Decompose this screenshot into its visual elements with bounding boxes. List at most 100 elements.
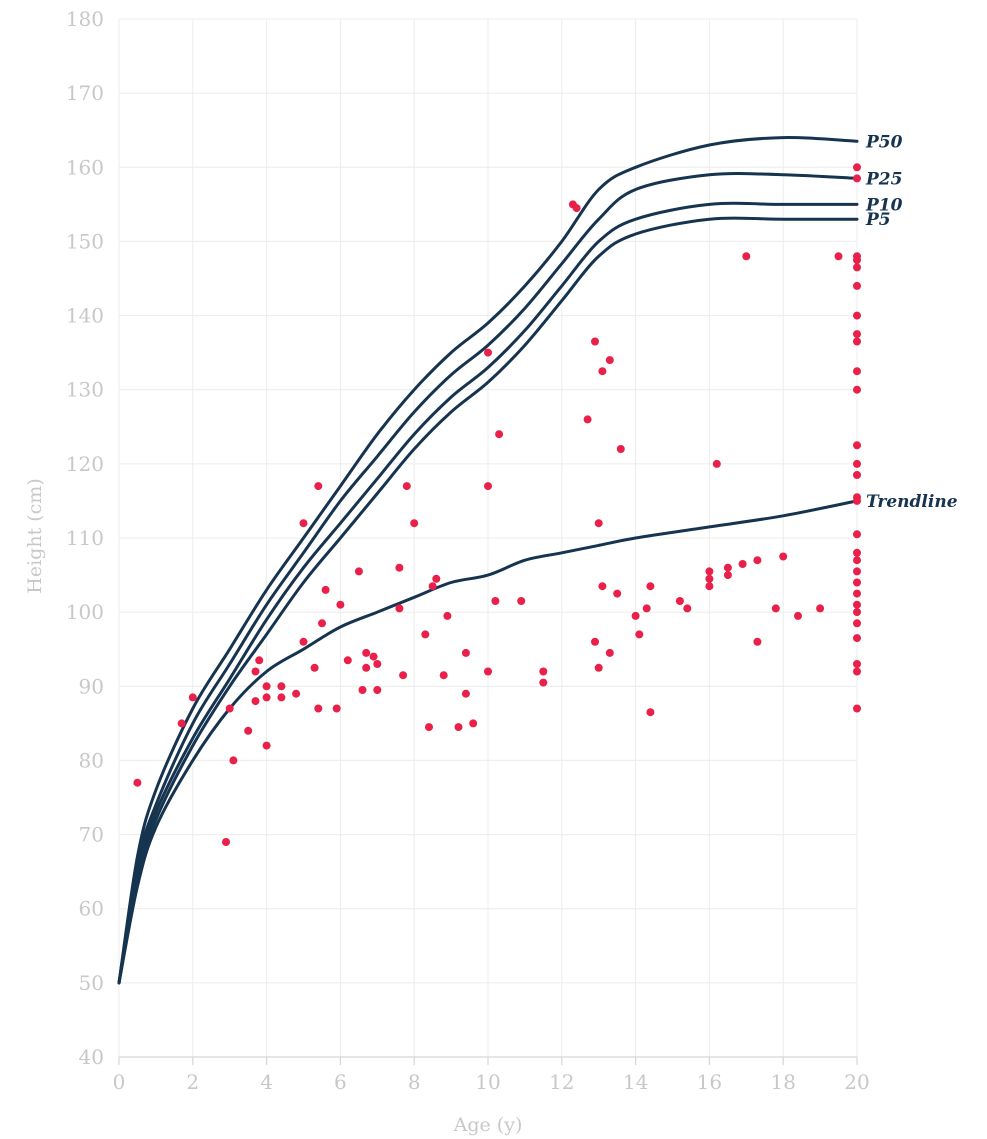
data-point (262, 693, 271, 702)
data-point (332, 704, 341, 713)
data-point (683, 604, 692, 613)
data-point (723, 563, 732, 572)
curve-label-p50: P50 (865, 132, 903, 152)
data-point (299, 519, 308, 528)
data-point (594, 519, 603, 528)
y-tick-label-8: 120 (66, 452, 104, 476)
y-tick-label-2: 60 (79, 897, 104, 921)
y-tick-label-0: 40 (79, 1045, 104, 1069)
curve-p10 (117, 201, 859, 985)
y-tick-label-9: 130 (66, 378, 104, 402)
data-point (572, 204, 581, 213)
data-point (358, 686, 367, 694)
x-tick-label-0: 0 (113, 1070, 126, 1094)
data-point (428, 582, 437, 591)
data-point (853, 548, 861, 557)
data-point (853, 600, 861, 609)
data-point (251, 667, 260, 676)
curve-p25 (117, 171, 859, 985)
data-point (771, 604, 780, 613)
data-point (705, 582, 714, 591)
data-point (753, 556, 762, 565)
data-point (605, 648, 614, 657)
data-point (853, 530, 861, 539)
data-point (229, 756, 238, 765)
data-point (853, 330, 861, 339)
data-point (705, 567, 714, 576)
data-point (853, 567, 861, 576)
x-axis-title: Age (y) (453, 1114, 523, 1136)
data-point (421, 630, 430, 639)
data-point (369, 652, 378, 661)
data-point (853, 441, 861, 450)
data-point (410, 519, 419, 528)
axes (118, 1056, 858, 1065)
data-point (362, 663, 371, 672)
data-point (292, 689, 301, 698)
data-point (598, 367, 607, 376)
y-tick-label-1: 50 (79, 971, 104, 995)
y-tick-label-10: 140 (66, 304, 104, 328)
data-point (495, 430, 504, 439)
data-point (517, 597, 526, 605)
data-point (454, 723, 463, 732)
data-point (255, 656, 264, 665)
data-point (583, 415, 592, 424)
data-point (299, 637, 308, 646)
data-point (598, 582, 607, 591)
data-point (635, 630, 644, 639)
data-point (853, 556, 861, 565)
data-point (484, 482, 492, 491)
data-point (705, 574, 714, 583)
x-tick-label-2: 4 (260, 1070, 273, 1094)
data-point (314, 482, 323, 491)
curve-label-p10: P10 (865, 195, 903, 215)
curve-p50 (117, 136, 859, 985)
data-point (262, 682, 271, 691)
data-point (853, 163, 861, 172)
data-point (343, 656, 352, 665)
data-point (432, 574, 441, 583)
data-point (853, 619, 861, 628)
y-tick-label-4: 80 (79, 748, 104, 772)
data-point (853, 311, 861, 320)
curve-trendline (117, 499, 859, 985)
data-point (753, 637, 762, 646)
data-point (742, 252, 751, 261)
data-point (605, 356, 614, 365)
data-point (251, 697, 260, 706)
data-point (395, 563, 404, 572)
data-point (354, 567, 363, 576)
data-point (484, 348, 492, 357)
x-tick-label-6: 12 (549, 1070, 574, 1094)
data-point (853, 589, 861, 598)
data-point (816, 604, 825, 613)
x-tick-label-5: 10 (475, 1070, 500, 1094)
data-point (834, 252, 843, 261)
data-point (133, 778, 142, 787)
y-tick-label-12: 160 (66, 155, 104, 179)
data-point (177, 719, 186, 728)
x-tick-label-7: 14 (623, 1070, 648, 1094)
x-tick-label-4: 8 (408, 1070, 421, 1094)
data-point (188, 693, 197, 702)
data-point (591, 637, 599, 646)
data-point (853, 704, 861, 713)
y-axis-title: Height (cm) (24, 478, 46, 593)
x-tick-label-1: 2 (186, 1070, 199, 1094)
y-tick-label-14: 180 (66, 7, 104, 31)
data-point (738, 560, 747, 568)
data-points (133, 163, 861, 846)
y-tick-label-5: 90 (79, 674, 104, 698)
data-point (277, 693, 286, 702)
data-point (853, 496, 861, 505)
data-point (646, 582, 655, 591)
x-tick-label-8: 16 (697, 1070, 722, 1094)
data-point (362, 648, 371, 657)
data-point (225, 704, 234, 713)
data-point (443, 611, 452, 620)
data-point (469, 719, 478, 728)
data-point (853, 263, 861, 272)
data-point (277, 682, 286, 691)
